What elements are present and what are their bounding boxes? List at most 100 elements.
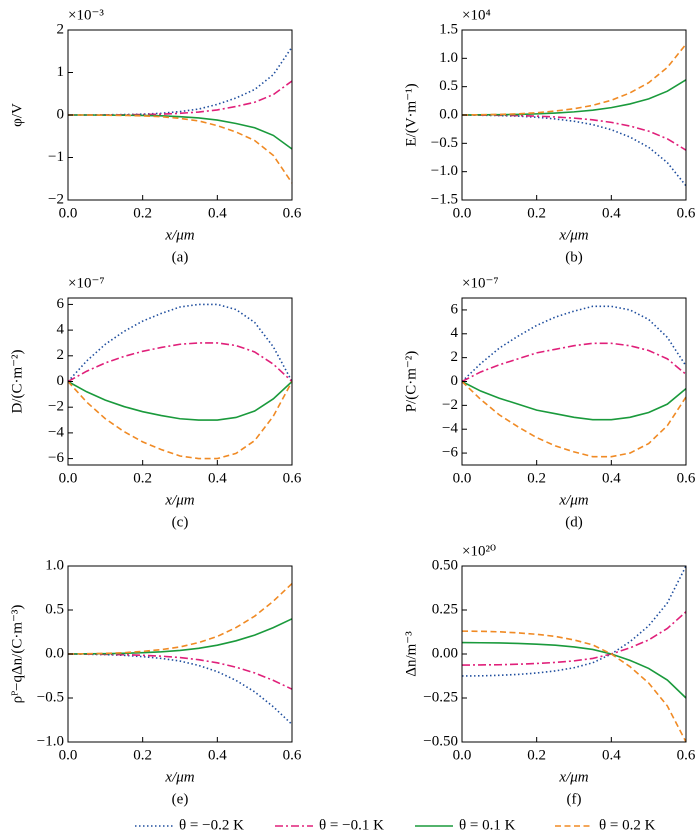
series-line <box>461 43 687 116</box>
y-tick-label: 0 <box>451 373 459 389</box>
series-line <box>67 380 293 421</box>
y-axis-label: P/(C·m⁻²) <box>403 351 419 413</box>
series-line <box>461 305 687 383</box>
y-axis-label: Δn/m⁻³ <box>403 631 419 677</box>
legend-label: θ = 0.2 K <box>599 817 656 833</box>
series-line <box>67 583 293 655</box>
series-line <box>461 342 687 383</box>
x-tick-label: 0.2 <box>133 205 152 221</box>
x-tick-label: 0.4 <box>208 747 227 763</box>
x-tick-label: 0.4 <box>208 470 227 486</box>
x-tick-label: 0.0 <box>59 747 78 763</box>
series-line <box>461 380 687 421</box>
x-tick-label: 0.4 <box>602 747 621 763</box>
y-tick-label: 0.0 <box>45 645 64 661</box>
series-line <box>67 618 293 655</box>
y-tick-label: 2 <box>451 349 459 365</box>
x-tick-label: 0.2 <box>133 747 152 763</box>
y-tick-label: −1 <box>48 149 64 165</box>
series-line <box>461 565 687 677</box>
series-line <box>67 653 293 690</box>
y-tick-label: −2 <box>48 191 64 207</box>
series-line <box>461 630 687 743</box>
x-axis-label: x/μm <box>558 769 588 785</box>
series-line <box>461 114 687 187</box>
y-tick-label: 4 <box>451 325 459 341</box>
x-axis-label: x/μm <box>164 769 194 785</box>
caption: (d) <box>565 514 583 530</box>
y-axis-label: ρᴾ−qΔn/(C·m⁻³) <box>9 605 25 704</box>
x-tick-label: 0.0 <box>453 470 472 486</box>
x-tick-label: 0.0 <box>453 747 472 763</box>
series-line <box>461 79 687 116</box>
y-tick-label: 2 <box>57 21 65 37</box>
y-tick-label: 1.0 <box>439 50 458 66</box>
y-tick-label: −1.0 <box>37 733 64 749</box>
axis-offset: ×10⁻³ <box>68 7 104 23</box>
x-tick-label: 0.2 <box>527 205 546 221</box>
y-tick-label: 0.25 <box>432 601 458 617</box>
plot-frame <box>461 565 687 743</box>
series-line <box>461 611 687 666</box>
y-axis-label: E/(V·m⁻¹) <box>403 83 419 146</box>
x-tick-label: 0.2 <box>527 747 546 763</box>
y-tick-label: 6 <box>57 296 65 312</box>
axis-offset: ×10⁴ <box>462 7 491 23</box>
caption: (e) <box>172 791 189 807</box>
x-axis-label: x/μm <box>164 227 194 243</box>
caption: (a) <box>172 249 189 265</box>
axis-offset: ×10²⁰ <box>462 543 496 559</box>
series-line <box>68 80 293 116</box>
x-tick-label: 0.0 <box>453 205 472 221</box>
x-tick-label: 0.0 <box>59 205 78 221</box>
y-tick-label: −0.25 <box>423 689 458 705</box>
y-tick-label: 0 <box>57 106 65 122</box>
legend-label: θ = 0.1 K <box>459 817 516 833</box>
x-axis-label: x/μm <box>164 492 194 508</box>
y-tick-label: 0.00 <box>432 645 458 661</box>
x-tick-label: 0.6 <box>283 470 302 486</box>
series-line <box>67 303 293 383</box>
y-tick-label: −4 <box>48 424 64 440</box>
x-axis-label: x/μm <box>558 227 588 243</box>
x-tick-label: 0.2 <box>527 470 546 486</box>
y-tick-label: −4 <box>442 421 458 437</box>
y-tick-label: −1.5 <box>431 191 458 207</box>
y-axis-label: φ/V <box>9 103 25 127</box>
y-axis-label: D/(C·m⁻²) <box>9 349 25 413</box>
legend-label: θ = −0.2 K <box>179 817 244 833</box>
axis-offset: ×10⁻⁷ <box>68 275 105 291</box>
x-tick-label: 0.4 <box>602 205 621 221</box>
series-line <box>67 653 293 725</box>
series-line <box>68 114 293 184</box>
y-tick-label: 0.50 <box>432 557 458 573</box>
y-tick-label: 0.0 <box>439 106 458 122</box>
x-tick-label: 0.6 <box>283 205 302 221</box>
y-tick-label: 6 <box>451 301 459 317</box>
x-tick-label: 0.6 <box>677 205 696 221</box>
x-tick-label: 0.6 <box>677 470 696 486</box>
y-tick-label: 4 <box>57 322 65 338</box>
series-line <box>67 342 293 383</box>
y-tick-label: −0.5 <box>431 135 458 151</box>
y-tick-label: 1.5 <box>439 21 458 37</box>
y-tick-label: −2 <box>48 399 64 415</box>
y-tick-label: −2 <box>442 397 458 413</box>
y-tick-label: −6 <box>442 445 458 461</box>
x-tick-label: 0.2 <box>133 470 152 486</box>
y-tick-label: −0.50 <box>423 733 458 749</box>
series-line <box>461 380 687 458</box>
x-tick-label: 0.6 <box>677 747 696 763</box>
series-line <box>68 114 293 150</box>
y-tick-label: 0.5 <box>45 601 64 617</box>
y-tick-label: −1.0 <box>431 163 458 179</box>
y-tick-label: −0.5 <box>37 689 64 705</box>
y-tick-label: 1 <box>57 64 65 80</box>
series-line <box>461 114 687 151</box>
y-tick-label: −6 <box>48 450 64 466</box>
series-line <box>68 46 293 116</box>
x-tick-label: 0.0 <box>59 470 78 486</box>
y-tick-label: 0 <box>57 373 65 389</box>
legend-label: θ = −0.1 K <box>319 817 384 833</box>
